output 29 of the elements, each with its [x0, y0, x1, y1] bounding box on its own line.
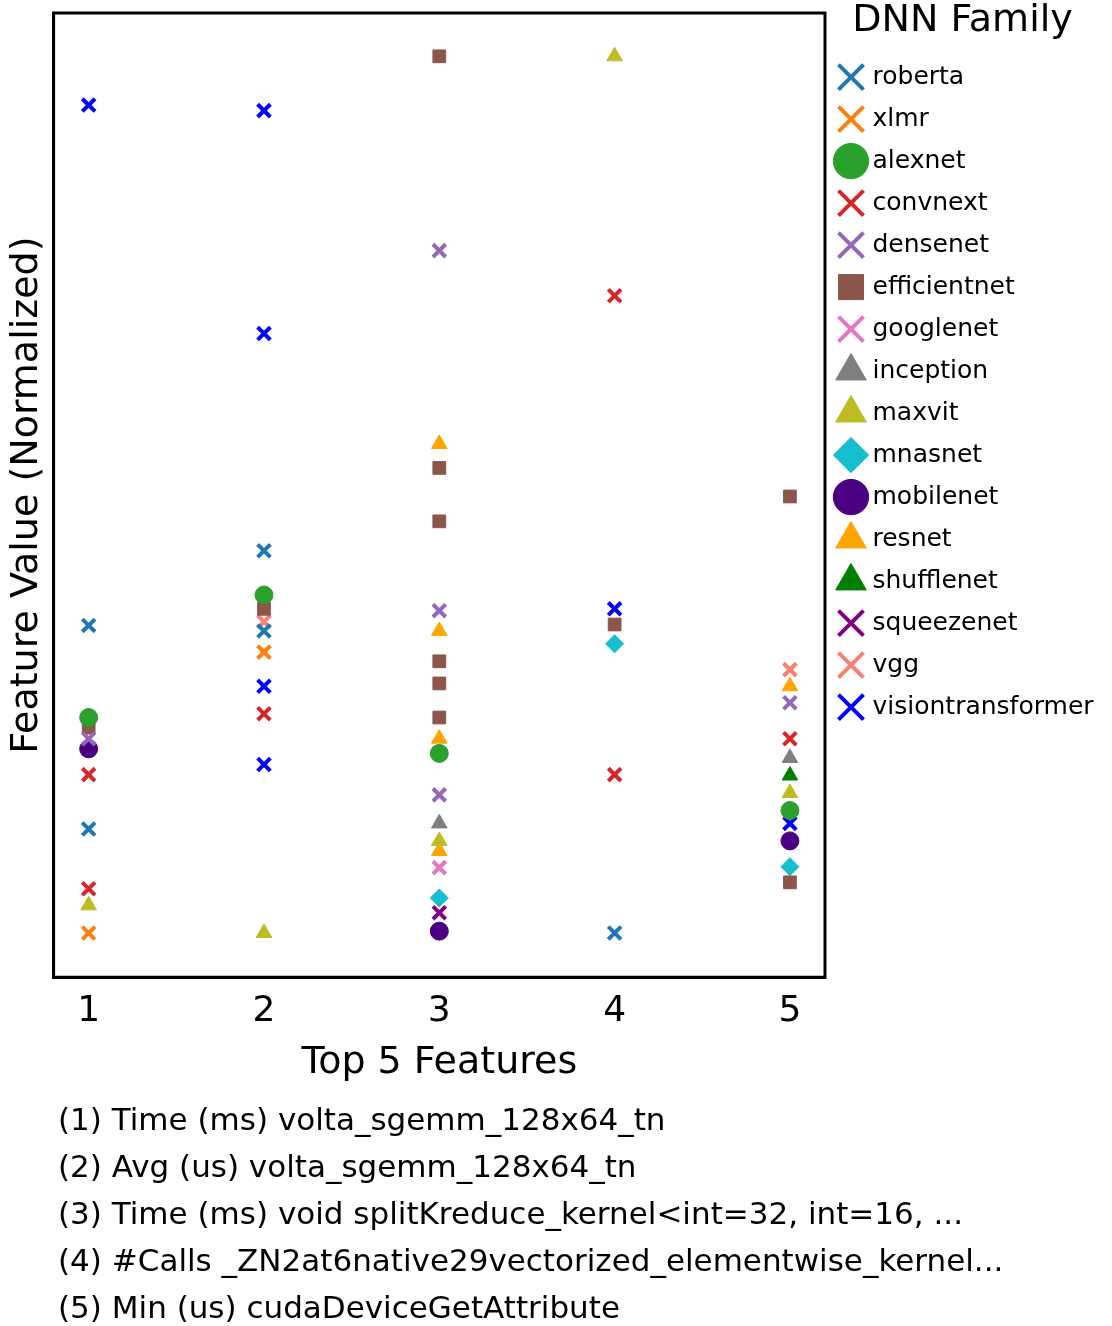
- legend-label: vgg: [872, 648, 920, 678]
- legend-label: squeezenet: [872, 606, 1018, 636]
- x-tick-label: 2: [252, 988, 276, 1030]
- legend-label: visiontransformer: [872, 690, 1095, 720]
- legend-label: resnet: [872, 522, 952, 552]
- legend-label: roberta: [872, 60, 965, 90]
- legend-label: alexnet: [872, 144, 966, 174]
- y-axis-title: Feature Value (Normalized): [1, 236, 46, 754]
- text: (2) Avg (us) volta_sgemm_128x64_tn: [58, 1147, 638, 1186]
- legend-label: inception: [872, 354, 989, 384]
- legend-label: mnasnet: [872, 438, 983, 468]
- legend-label: shufflenet: [872, 564, 998, 594]
- legend-title: DNN Family: [852, 0, 1073, 40]
- x-tick-label: 3: [427, 988, 451, 1030]
- text: (1) Time (ms) volta_sgemm_128x64_tn: [58, 1100, 667, 1139]
- text: (5) Min (us) cudaDeviceGetAttribute: [58, 1288, 621, 1326]
- legend-label: maxvit: [872, 396, 959, 426]
- legend-label: efficientnet: [872, 270, 1015, 300]
- x-axis-title: Top 5 Features: [300, 1038, 578, 1083]
- legend-label: mobilenet: [872, 480, 999, 510]
- legend-label: densenet: [872, 228, 990, 258]
- legend-label: convnext: [872, 186, 988, 216]
- x-tick-label: 4: [603, 988, 627, 1030]
- x-tick-label: 1: [77, 988, 101, 1030]
- x-tick-label: 5: [778, 988, 802, 1030]
- legend-label: googlenet: [872, 312, 999, 342]
- text: (4) #Calls _ZN2at6native29vectorized_elementwise_kernel...: [58, 1241, 1005, 1280]
- legend-label: xlmr: [872, 102, 930, 132]
- text: (3) Time (ms) void splitKreduce_kernel<int=32, int=16, ...: [58, 1194, 965, 1233]
